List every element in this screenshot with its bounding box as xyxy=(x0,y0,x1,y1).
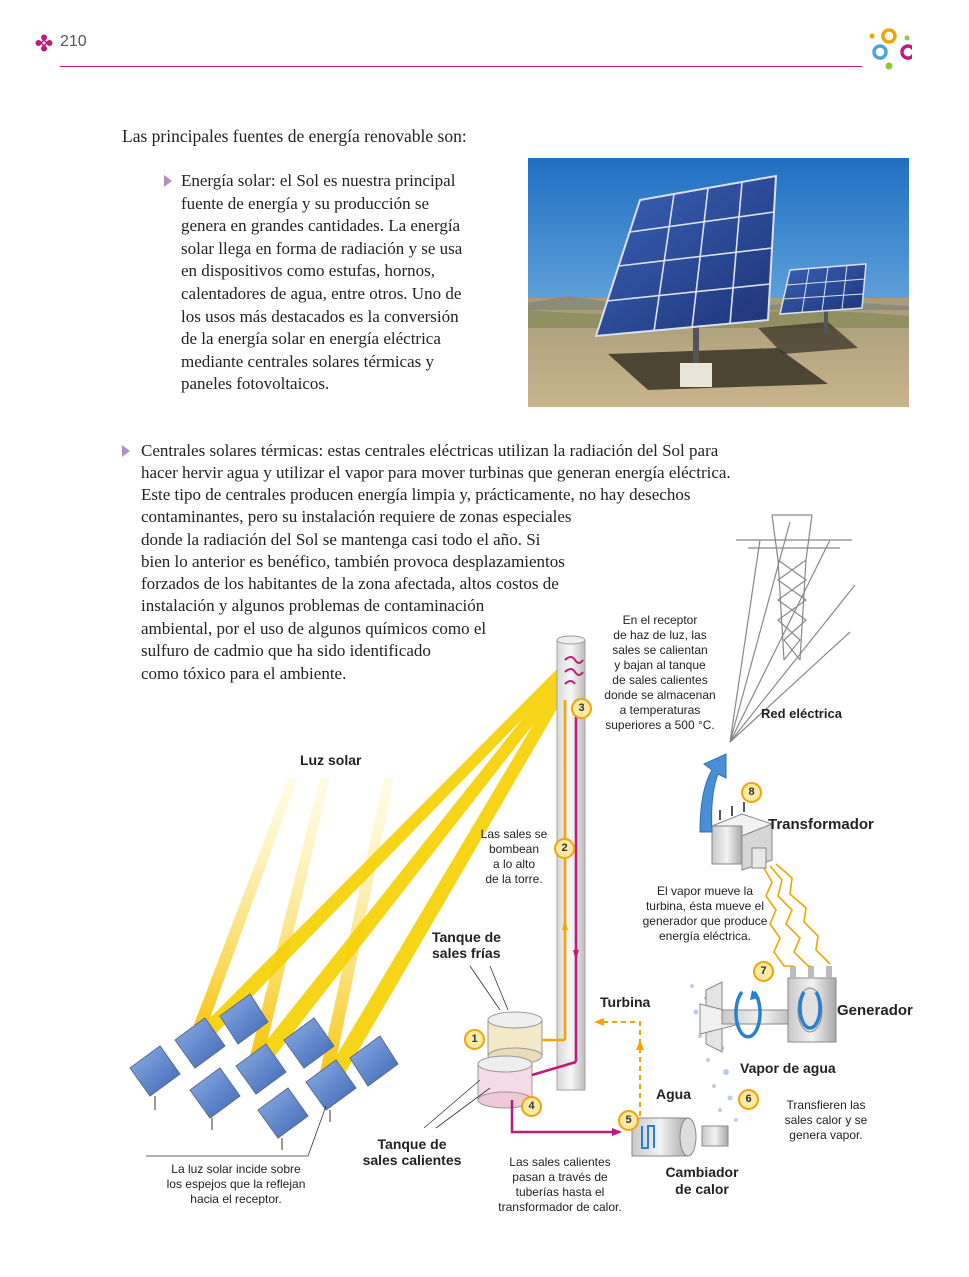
flower-icon xyxy=(35,34,53,52)
step-badge: 2 xyxy=(554,838,575,859)
mirror-note: La luz solar incide sobre los espejos qu… xyxy=(166,1162,306,1206)
water-label: Agua xyxy=(656,1086,691,1102)
thermal-line: donde la radiación del Sol se mantenga c… xyxy=(141,530,541,549)
hot-salts-note: Las sales calientes pasan a través de tu… xyxy=(498,1155,622,1214)
step-badge: 7 xyxy=(753,961,774,982)
thermal-line: Este tipo de centrales producen energía … xyxy=(141,485,691,504)
transformer xyxy=(710,802,774,871)
receptor-note: En el receptor de haz de luz, las sales … xyxy=(604,613,716,732)
thermal-line: hacer hervir agua y utilizar el vapor pa… xyxy=(141,463,731,482)
thermal-line: contaminantes, pero su instalación requi… xyxy=(141,507,572,526)
step-badge: 5 xyxy=(618,1110,639,1131)
intro-text: Las principales fuentes de energía renov… xyxy=(122,126,467,146)
step-badge: 1 xyxy=(464,1029,485,1050)
thermal-line: bien lo anterior es benéfico, también pr… xyxy=(141,552,565,571)
heat-exchanger xyxy=(631,1117,729,1157)
page-number: 210 xyxy=(60,33,87,50)
turbine-label: Turbina xyxy=(600,994,651,1010)
step-badge: 6 xyxy=(738,1089,759,1110)
thermal-line: forzados de los habitantes de la zona af… xyxy=(141,574,559,593)
header-rule xyxy=(60,66,862,67)
solar-thermal-diagram xyxy=(129,514,856,1157)
bullet-arrow-icon xyxy=(122,445,130,457)
cold-salt-tank xyxy=(487,1011,543,1065)
series-logo-icon xyxy=(869,28,912,70)
sunlight-label: Luz solar xyxy=(300,752,362,768)
thermal-line: Centrales solares térmicas: estas centra… xyxy=(141,441,719,460)
step-badge: 3 xyxy=(571,698,592,719)
solar-line: solar llega en forma de radiación y se u… xyxy=(181,238,463,258)
solar-panels-photo xyxy=(528,158,909,407)
generator-label: Generador xyxy=(837,1002,913,1019)
solar-line: paneles fotovoltaicos. xyxy=(181,374,330,394)
cold-tank-label: Tanque de sales frías xyxy=(432,929,501,961)
generator xyxy=(787,966,837,1043)
electric-cables xyxy=(763,863,831,967)
steam-label: Vapor de agua xyxy=(740,1060,836,1076)
power-arrow xyxy=(699,753,727,833)
reflected-beams xyxy=(188,660,576,1096)
solar-line: genera en grandes cantidades. La energía xyxy=(181,216,461,236)
heat-transfer-note: Transfieren las sales calor y se genera … xyxy=(784,1098,868,1142)
heat-exchanger-label: Cambiador de calor xyxy=(665,1164,739,1197)
solar-line: calentadores de agua, entre otros. Uno d… xyxy=(181,283,462,303)
solar-line: en dispositivos como estufas, hornos, xyxy=(181,261,436,281)
transformer-label: Transformador xyxy=(768,816,874,833)
solar-line: fuente de energía y su producción se xyxy=(181,193,429,213)
solar-paragraph: Energía solar: el Sol es nuestra princip… xyxy=(181,170,501,396)
bullet-arrow-icon xyxy=(164,175,172,187)
steam-turbine-note: El vapor mueve la turbina, ésta mueve el… xyxy=(642,884,768,943)
power-grid-label: Red eléctrica xyxy=(761,706,842,721)
page-header: 210 xyxy=(0,0,969,80)
solar-line: mediante centrales solares térmicas y xyxy=(181,351,434,371)
hot-salt-tank xyxy=(477,1055,533,1109)
thermal-line: como tóxico para el ambiente. xyxy=(141,664,347,683)
hot-tank-label: Tanque de sales calientes xyxy=(362,1136,462,1168)
step-badge: 8 xyxy=(741,782,762,803)
power-pylon xyxy=(729,514,856,743)
step-badge: 4 xyxy=(521,1096,542,1117)
solar-line: de la energía solar en energía eléctrica xyxy=(181,329,441,349)
thermal-line: sulfuro de cadmio que ha sido identifica… xyxy=(141,641,431,660)
thermal-line: instalación y algunos problemas de conta… xyxy=(141,596,485,615)
pumping-note: Las sales se bombean a lo alto de la tor… xyxy=(480,827,548,886)
thermal-line: ambiental, por el uso de algunos químico… xyxy=(141,619,487,638)
heliostat-mirrors xyxy=(129,993,399,1139)
turbine xyxy=(699,981,803,1053)
solar-line: los usos más destacados es la conversión xyxy=(181,306,459,326)
solar-line: Energía solar: el Sol es nuestra princip… xyxy=(181,171,456,190)
